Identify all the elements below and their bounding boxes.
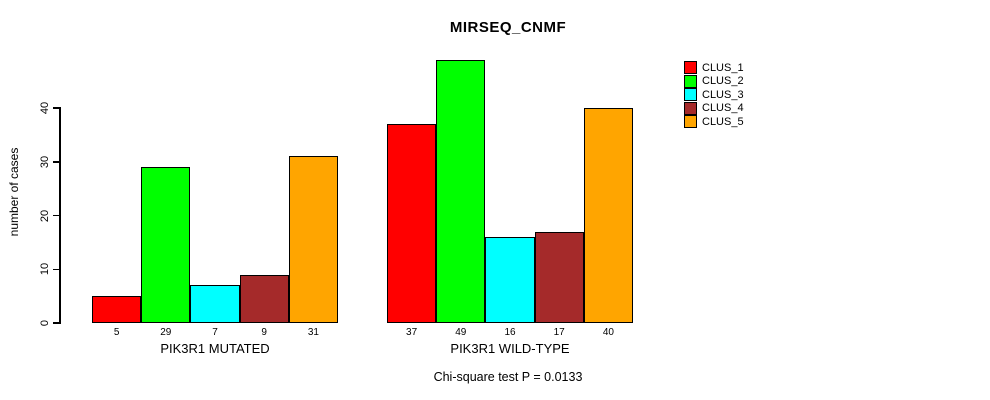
legend-label: CLUS_1 bbox=[702, 61, 744, 74]
legend-label: CLUS_5 bbox=[702, 115, 744, 128]
bar-value-label: 29 bbox=[160, 327, 172, 338]
y-axis-label: number of cases bbox=[7, 147, 21, 237]
bar-clus_1-group2 bbox=[387, 124, 437, 323]
legend-swatch bbox=[684, 88, 697, 102]
bar-value-label: 17 bbox=[553, 327, 565, 338]
legend-swatch bbox=[684, 101, 697, 115]
group-label: PIK3R1 WILD-TYPE bbox=[450, 341, 570, 356]
legend-row-clus_2: CLUS_2 bbox=[684, 74, 744, 89]
bar-clus_5-group1 bbox=[288, 156, 338, 323]
bar-value-label: 31 bbox=[307, 327, 319, 338]
legend-label: CLUS_4 bbox=[702, 102, 744, 115]
bar-clus_5-group2 bbox=[583, 108, 633, 323]
y-tick-mark bbox=[53, 268, 59, 270]
chi-square-caption: Chi-square test P = 0.0133 bbox=[433, 370, 583, 384]
bar-value-label: 5 bbox=[113, 327, 120, 338]
chart-title: MIRSEQ_CNMF bbox=[449, 19, 567, 36]
bar-value-label: 49 bbox=[455, 327, 467, 338]
legend-label: CLUS_2 bbox=[702, 75, 744, 88]
bar-value-label: 40 bbox=[602, 327, 614, 338]
bar-value-label: 7 bbox=[212, 327, 218, 338]
bar-clus_2-group1 bbox=[141, 167, 191, 323]
legend-row-clus_5: CLUS_5 bbox=[684, 115, 744, 129]
group-label: PIK3R1 MUTATED bbox=[160, 341, 270, 356]
y-axis-line bbox=[59, 107, 61, 324]
bar-clus_3-group1 bbox=[190, 285, 240, 323]
legend-swatch bbox=[684, 74, 697, 88]
legend-row-clus_3: CLUS_3 bbox=[684, 88, 744, 102]
y-tick-label: 0 bbox=[39, 319, 51, 327]
y-tick-mark bbox=[53, 214, 59, 217]
legend-swatch bbox=[684, 61, 697, 75]
y-tick-mark bbox=[53, 161, 59, 163]
bar-value-label: 16 bbox=[504, 327, 516, 338]
y-tick-label: 30 bbox=[39, 155, 51, 168]
legend-swatch bbox=[684, 115, 697, 129]
legend-label: CLUS_3 bbox=[702, 88, 744, 101]
bar-value-label: 9 bbox=[261, 327, 267, 338]
bar-clus_1-group1 bbox=[92, 296, 142, 323]
bar-value-label: 37 bbox=[406, 327, 418, 338]
bar-clus_2-group2 bbox=[436, 59, 486, 323]
legend-row-clus_4: CLUS_4 bbox=[684, 101, 744, 116]
legend: CLUS_1 CLUS_2 CLUS_3 CLUS_4 CLUS_5 bbox=[684, 61, 744, 129]
y-tick-mark bbox=[53, 322, 59, 324]
bar-clus_4-group1 bbox=[239, 274, 289, 323]
bar-clus_3-group2 bbox=[485, 237, 535, 323]
legend-row-clus_1: CLUS_1 bbox=[684, 61, 744, 75]
bar-clus_4-group2 bbox=[534, 231, 584, 323]
y-tick-label: 40 bbox=[39, 101, 51, 115]
y-tick-mark bbox=[53, 107, 59, 109]
y-tick-label: 20 bbox=[39, 209, 51, 222]
y-tick-label: 10 bbox=[39, 263, 51, 276]
